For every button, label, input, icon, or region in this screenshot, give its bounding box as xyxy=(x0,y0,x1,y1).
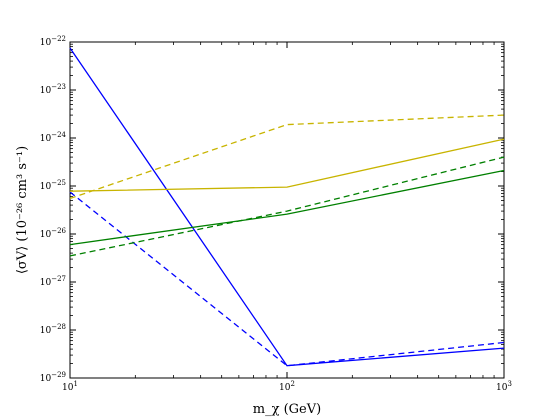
series-line-1 xyxy=(69,47,505,367)
y-tick-base: 10 xyxy=(40,374,52,384)
y-tick-base: 10 xyxy=(40,134,52,144)
x-tick-exponent: 3 xyxy=(507,380,511,388)
major-ticks xyxy=(69,41,505,379)
y-tick-base: 10 xyxy=(40,38,52,48)
y-tick-base: 10 xyxy=(40,86,52,96)
minor-ticks xyxy=(70,42,504,378)
y-tick-exponent: −24 xyxy=(51,131,66,139)
x-tick-labels: 101 102 103 xyxy=(62,380,512,393)
series-line-3 xyxy=(69,138,505,192)
x-tick-base: 10 xyxy=(62,383,74,393)
series-line-2 xyxy=(69,191,505,367)
y-tick-exponent: −26 xyxy=(51,227,66,235)
y-tick-exponent: −23 xyxy=(51,83,66,91)
y-tick-label: 10−25 xyxy=(40,179,66,192)
y-tick-base: 10 xyxy=(40,230,52,240)
x-tick-exponent: 2 xyxy=(290,380,294,388)
x-tick-base: 10 xyxy=(496,383,508,393)
series-line-4 xyxy=(69,114,505,200)
y-tick-label: 10−28 xyxy=(40,323,66,336)
y-tick-base: 10 xyxy=(40,182,52,192)
y-tick-base: 10 xyxy=(40,326,52,336)
series-lines xyxy=(69,47,505,367)
series-line-5 xyxy=(69,169,505,246)
y-tick-label: 10−29 xyxy=(40,371,66,384)
y-tick-exponent: −22 xyxy=(51,35,66,43)
y-tick-exponent: −29 xyxy=(51,371,66,379)
y-axis-label: ⟨σV⟩ (10⁻²⁶ cm³ s⁻¹) xyxy=(15,146,30,274)
x-tick-label: 101 xyxy=(62,380,78,393)
y-tick-label: 10−22 xyxy=(40,35,66,48)
y-tick-label: 10−26 xyxy=(40,227,67,240)
x-tick-base: 10 xyxy=(279,383,291,393)
y-tick-label: 10−23 xyxy=(40,83,66,96)
y-tick-base: 10 xyxy=(40,278,52,288)
series-line-6 xyxy=(69,156,505,257)
x-axis-label: m_χ (GeV) xyxy=(253,402,321,417)
y-tick-exponent: −25 xyxy=(51,179,66,187)
y-tick-exponent: −27 xyxy=(51,275,66,283)
plot-frame xyxy=(69,41,505,379)
y-tick-label: 10−27 xyxy=(40,275,66,288)
x-tick-exponent: 1 xyxy=(73,380,77,388)
y-tick-exponent: −28 xyxy=(51,323,66,331)
x-tick-label: 103 xyxy=(496,380,512,393)
x-tick-label: 102 xyxy=(279,380,295,393)
y-tick-label: 10−24 xyxy=(40,131,67,144)
